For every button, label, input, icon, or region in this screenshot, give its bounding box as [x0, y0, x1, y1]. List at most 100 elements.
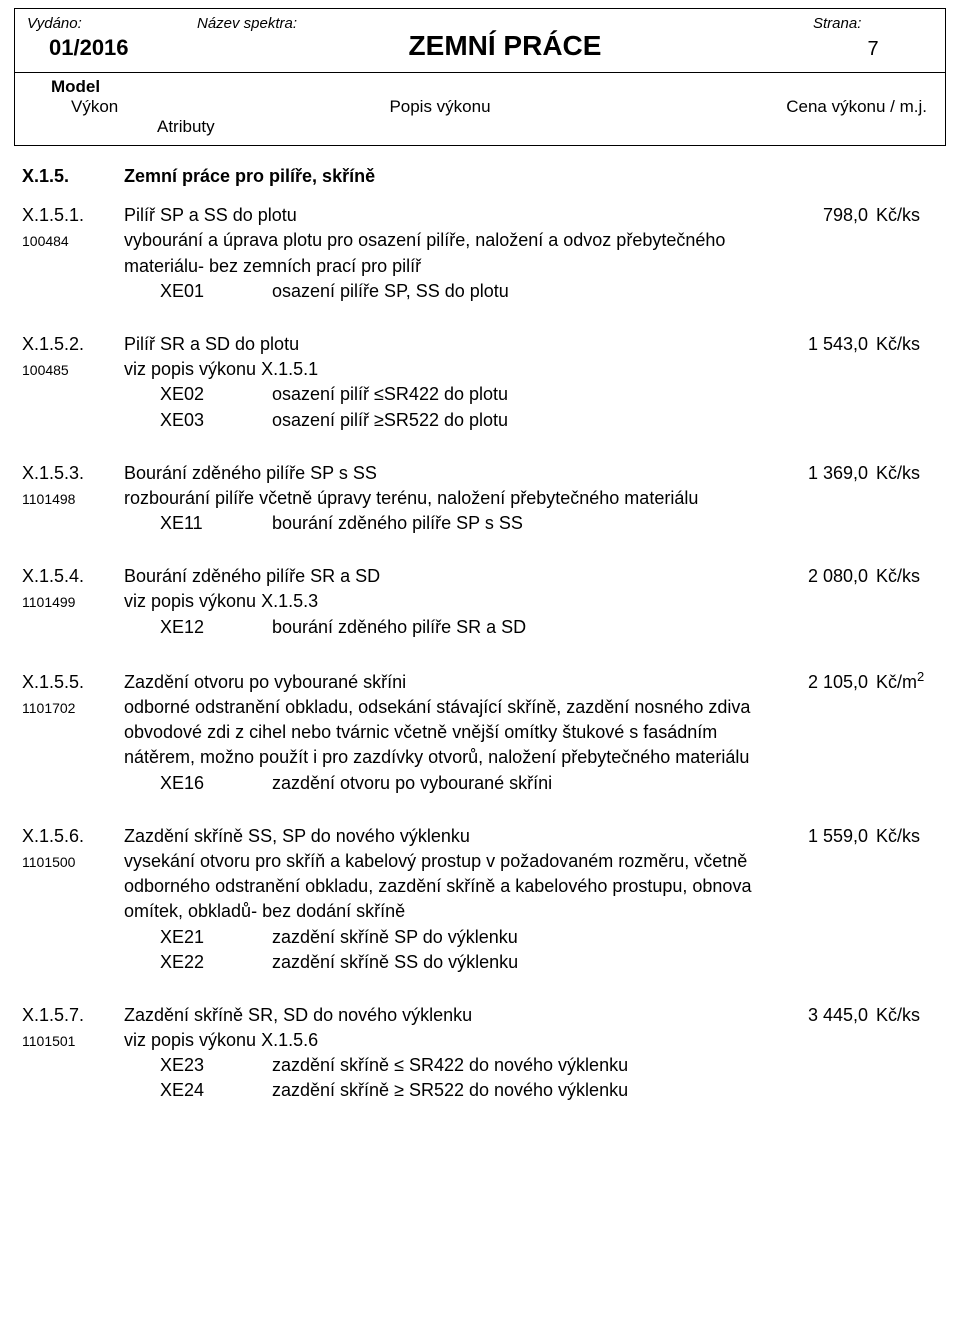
work-item: X.1.5.6.Zazdění skříně SS, SP do nového … [22, 824, 938, 975]
col-popis: Popis výkonu [157, 97, 723, 117]
page-label: Strana: [813, 15, 933, 32]
work-item: X.1.5.3.Bourání zděného pilíře SP s SS1 … [22, 461, 938, 537]
item-description: rozbourání pilíře včetně úpravy terénu, … [124, 486, 938, 511]
item-code: X.1.5.2. [22, 332, 124, 357]
item-sub-row: 1101499viz popis výkonu X.1.5.3 [22, 589, 938, 614]
attribute-row: XE01osazení pilíře SP, SS do plotu [22, 279, 938, 304]
item-head-row: X.1.5.1.Pilíř SP a SS do plotu798,0Kč/ks [22, 203, 938, 228]
item-pid: 1101498 [22, 490, 124, 510]
attribute-code: XE03 [124, 408, 272, 433]
attribute-row: XE16zazdění otvoru po vybourané skříni [22, 771, 938, 796]
item-description: viz popis výkonu X.1.5.1 [124, 357, 938, 382]
item-title: Zazdění skříně SS, SP do nového výklenku [124, 824, 768, 849]
item-sub-row: 1101501viz popis výkonu X.1.5.6 [22, 1028, 938, 1053]
item-code: X.1.5.4. [22, 564, 124, 589]
page-border: Vydáno: Název spektra: Strana: 01/2016 Z… [14, 8, 946, 146]
attribute-code: XE23 [124, 1053, 272, 1078]
attribute-name: osazení pilíř ≤SR422 do plotu [272, 382, 938, 407]
col-atributy: Atributy [27, 117, 933, 137]
item-title: Pilíř SP a SS do plotu [124, 203, 768, 228]
content-area: X.1.5. Zemní práce pro pilíře, skříně X.… [0, 146, 960, 1142]
item-price: 2 105,0 [768, 670, 868, 695]
item-head-row: X.1.5.5.Zazdění otvoru po vybourané skří… [22, 668, 938, 695]
item-unit: Kč/ks [868, 1003, 938, 1028]
item-sub-row: 100485viz popis výkonu X.1.5.1 [22, 357, 938, 382]
work-item: X.1.5.2.Pilíř SR a SD do plotu1 543,0Kč/… [22, 332, 938, 433]
attribute-row: XE21zazdění skříně SP do výklenku [22, 925, 938, 950]
attribute-name: zazdění otvoru po vybourané skříni [272, 771, 938, 796]
item-price: 2 080,0 [768, 564, 868, 589]
work-item: X.1.5.4.Bourání zděného pilíře SR a SD2 … [22, 564, 938, 640]
item-sub-row: 1101500vysekání otvoru pro skříň a kabel… [22, 849, 938, 925]
work-item: X.1.5.7.Zazdění skříně SR, SD do nového … [22, 1003, 938, 1104]
col-cena: Cena výkonu / m.j. [723, 97, 933, 117]
attribute-row: XE03osazení pilíř ≥SR522 do plotu [22, 408, 938, 433]
item-unit: Kč/ks [868, 824, 938, 849]
attribute-code: XE01 [124, 279, 272, 304]
col-vykon: Výkon [27, 97, 157, 117]
item-title: Bourání zděného pilíře SP s SS [124, 461, 768, 486]
item-code: X.1.5.7. [22, 1003, 124, 1028]
item-title: Bourání zděného pilíře SR a SD [124, 564, 768, 589]
attribute-name: zazdění skříně SS do výklenku [272, 950, 938, 975]
attribute-row: XE11bourání zděného pilíře SP s SS [22, 511, 938, 536]
model-label: Model [27, 77, 933, 97]
attribute-name: zazdění skříně SP do výklenku [272, 925, 938, 950]
item-description: vybourání a úprava plotu pro osazení pil… [124, 228, 938, 278]
item-head-row: X.1.5.3.Bourání zděného pilíře SP s SS1 … [22, 461, 938, 486]
work-item: X.1.5.5.Zazdění otvoru po vybourané skří… [22, 668, 938, 796]
item-sub-row: 1101702odborné odstranění obkladu, odsek… [22, 695, 938, 771]
item-description: vysekání otvoru pro skříň a kabelový pro… [124, 849, 938, 925]
attribute-row: XE12bourání zděného pilíře SR a SD [22, 615, 938, 640]
item-sub-row: 100484vybourání a úprava plotu pro osaze… [22, 228, 938, 278]
item-head-row: X.1.5.6.Zazdění skříně SS, SP do nového … [22, 824, 938, 849]
item-price: 1 543,0 [768, 332, 868, 357]
attribute-code: XE16 [124, 771, 272, 796]
item-head-row: X.1.5.2.Pilíř SR a SD do plotu1 543,0Kč/… [22, 332, 938, 357]
attribute-code: XE22 [124, 950, 272, 975]
item-code: X.1.5.6. [22, 824, 124, 849]
section-name: Zemní práce pro pilíře, skříně [124, 164, 938, 189]
issued-label: Vydáno: [27, 15, 197, 32]
attribute-row: XE23zazdění skříně ≤ SR422 do nového výk… [22, 1053, 938, 1078]
attribute-name: osazení pilíř ≥SR522 do plotu [272, 408, 938, 433]
item-pid: 1101499 [22, 593, 124, 613]
attribute-code: XE11 [124, 511, 272, 536]
attribute-code: XE21 [124, 925, 272, 950]
item-price: 3 445,0 [768, 1003, 868, 1028]
item-unit: Kč/ks [868, 564, 938, 589]
item-price: 1 559,0 [768, 824, 868, 849]
item-pid: 1101500 [22, 853, 124, 873]
attribute-name: zazdění skříně ≤ SR422 do nového výklenk… [272, 1053, 938, 1078]
item-pid: 100485 [22, 361, 124, 381]
section-code: X.1.5. [22, 164, 124, 189]
item-description: viz popis výkonu X.1.5.3 [124, 589, 938, 614]
item-description: viz popis výkonu X.1.5.6 [124, 1028, 938, 1053]
section-heading: X.1.5. Zemní práce pro pilíře, skříně [22, 164, 938, 189]
item-code: X.1.5.3. [22, 461, 124, 486]
work-item: X.1.5.1.Pilíř SP a SS do plotu798,0Kč/ks… [22, 203, 938, 304]
item-unit: Kč/ks [868, 461, 938, 486]
item-head-row: X.1.5.4.Bourání zděného pilíře SR a SD2 … [22, 564, 938, 589]
attribute-row: XE24zazdění skříně ≥ SR522 do nového výk… [22, 1078, 938, 1103]
item-pid: 1101501 [22, 1032, 124, 1052]
item-pid: 1101702 [22, 699, 124, 719]
item-code: X.1.5.5. [22, 670, 124, 695]
item-price: 1 369,0 [768, 461, 868, 486]
attribute-row: XE02osazení pilíř ≤SR422 do plotu [22, 382, 938, 407]
attribute-row: XE22zazdění skříně SS do výklenku [22, 950, 938, 975]
item-unit: Kč/m2 [868, 668, 938, 695]
item-title: Pilíř SR a SD do plotu [124, 332, 768, 357]
attribute-code: XE02 [124, 382, 272, 407]
item-head-row: X.1.5.7.Zazdění skříně SR, SD do nového … [22, 1003, 938, 1028]
attribute-name: bourání zděného pilíře SR a SD [272, 615, 938, 640]
item-code: X.1.5.1. [22, 203, 124, 228]
item-price: 798,0 [768, 203, 868, 228]
item-unit: Kč/ks [868, 203, 938, 228]
subheader-box: Model Výkon Popis výkonu Cena výkonu / m… [14, 73, 946, 146]
item-title: Zazdění skříně SR, SD do nového výklenku [124, 1003, 768, 1028]
item-sub-row: 1101498rozbourání pilíře včetně úpravy t… [22, 486, 938, 511]
attribute-code: XE24 [124, 1078, 272, 1103]
page-number: 7 [813, 38, 933, 61]
item-title: Zazdění otvoru po vybourané skříni [124, 670, 768, 695]
